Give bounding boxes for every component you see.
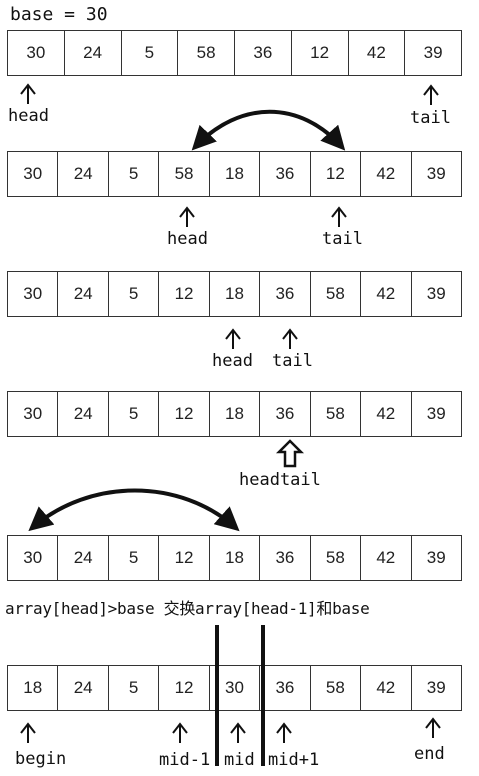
swap-condition-caption: array[head]>base 交换array[head-1]和base [5, 599, 370, 618]
up-arrow-icon [282, 328, 298, 349]
array-cell: 5 [109, 666, 160, 710]
swap-arc-arrow [191, 109, 346, 151]
array-row-4: 30 24 5 12 18 36 58 42 39 [7, 391, 462, 437]
head-pointer-label: head [167, 229, 208, 249]
array-cell: 58 [311, 536, 362, 580]
array-cell: 24 [65, 31, 122, 75]
up-arrow-icon [179, 206, 195, 227]
array-cell: 5 [109, 536, 160, 580]
array-cell: 58 [311, 272, 362, 316]
array-cell: 12 [159, 536, 210, 580]
array-cell: 12 [159, 666, 210, 710]
array-cell: 58 [311, 392, 362, 436]
array-cell: 12 [311, 152, 362, 196]
array-cell: 18 [210, 392, 261, 436]
array-cell: 30 [210, 666, 261, 710]
array-cell: 30 [8, 272, 59, 316]
base-label: base = 30 [10, 4, 108, 25]
array-cell: 42 [361, 272, 412, 316]
up-arrow-icon [225, 328, 241, 349]
array-row-3: 30 24 5 12 18 36 58 42 39 [7, 271, 462, 317]
array-row-6: 18 24 5 12 30 36 58 42 39 [7, 665, 462, 711]
head-pointer-label: head [212, 351, 253, 371]
array-cell: 42 [349, 31, 406, 75]
head-pointer-label: head [8, 106, 49, 126]
array-cell: 30 [8, 536, 59, 580]
mid-plus-one-pointer-label: mid+1 [268, 750, 320, 770]
array-cell: 36 [260, 536, 311, 580]
array-cell: 24 [58, 392, 109, 436]
array-cell: 30 [8, 392, 59, 436]
array-cell: 18 [8, 666, 59, 710]
array-cell: 58 [178, 31, 235, 75]
array-cell: 39 [423, 43, 443, 62]
end-pointer-label: end [414, 744, 445, 764]
array-cell: 5 [109, 152, 160, 196]
array-cell: 5 [122, 31, 179, 75]
array-cell: 24 [58, 272, 109, 316]
hollow-up-arrow-icon [275, 439, 305, 468]
array-row-1: 30 24 5 58 36 12 42 39 [7, 30, 462, 76]
mid-minus-one-pointer-label: mid-1 [159, 750, 211, 770]
array-cell: 18 [210, 272, 261, 316]
up-arrow-icon [172, 722, 188, 743]
tail-pointer-label: tail [410, 108, 451, 128]
array-cell: 24 [58, 666, 109, 710]
array-cell: 42 [361, 666, 412, 710]
array-cell: 5 [109, 392, 160, 436]
array-cell: 24 [58, 152, 109, 196]
array-cell: 30 [8, 31, 65, 75]
begin-pointer-label: begin [15, 749, 67, 769]
up-arrow-icon [331, 206, 347, 227]
array-cell: 12 [159, 272, 210, 316]
array-cell: 58 [159, 152, 210, 196]
up-arrow-icon [276, 722, 292, 743]
array-cell: 24 [58, 536, 109, 580]
array-cell: 42 [361, 392, 412, 436]
array-cell: 36 [260, 152, 311, 196]
array-cell: 30 [8, 152, 59, 196]
up-arrow-icon [20, 83, 36, 104]
array-cell: 39 [426, 164, 446, 183]
array-cell: 18 [210, 536, 261, 580]
array-cell: 58 [311, 666, 362, 710]
array-cell: 18 [210, 152, 261, 196]
array-cell: 42 [361, 536, 412, 580]
array-cell: 36 [260, 392, 311, 436]
mid-pointer-label: mid [224, 750, 255, 770]
array-cell: 39 [426, 548, 446, 567]
array-cell: 12 [292, 31, 349, 75]
array-cell: 36 [260, 666, 311, 710]
swap-arc-arrow [28, 488, 240, 532]
array-cell: 5 [109, 272, 160, 316]
array-cell: 36 [260, 272, 311, 316]
tail-pointer-label: tail [272, 351, 313, 371]
array-cell: 42 [361, 152, 412, 196]
up-arrow-icon [425, 717, 441, 738]
headtail-pointer-label: headtail [239, 470, 321, 490]
array-row-5: 30 24 5 12 18 36 58 42 39 [7, 535, 462, 581]
array-cell: 36 [235, 31, 292, 75]
up-arrow-icon [230, 722, 246, 743]
array-cell: 39 [426, 284, 446, 303]
up-arrow-icon [423, 84, 439, 105]
array-row-2: 30 24 5 58 18 36 12 42 39 [7, 151, 462, 197]
up-arrow-icon [20, 722, 36, 743]
array-cell: 12 [159, 392, 210, 436]
array-cell: 39 [426, 678, 446, 697]
array-cell: 39 [426, 404, 446, 423]
tail-pointer-label: tail [322, 229, 363, 249]
